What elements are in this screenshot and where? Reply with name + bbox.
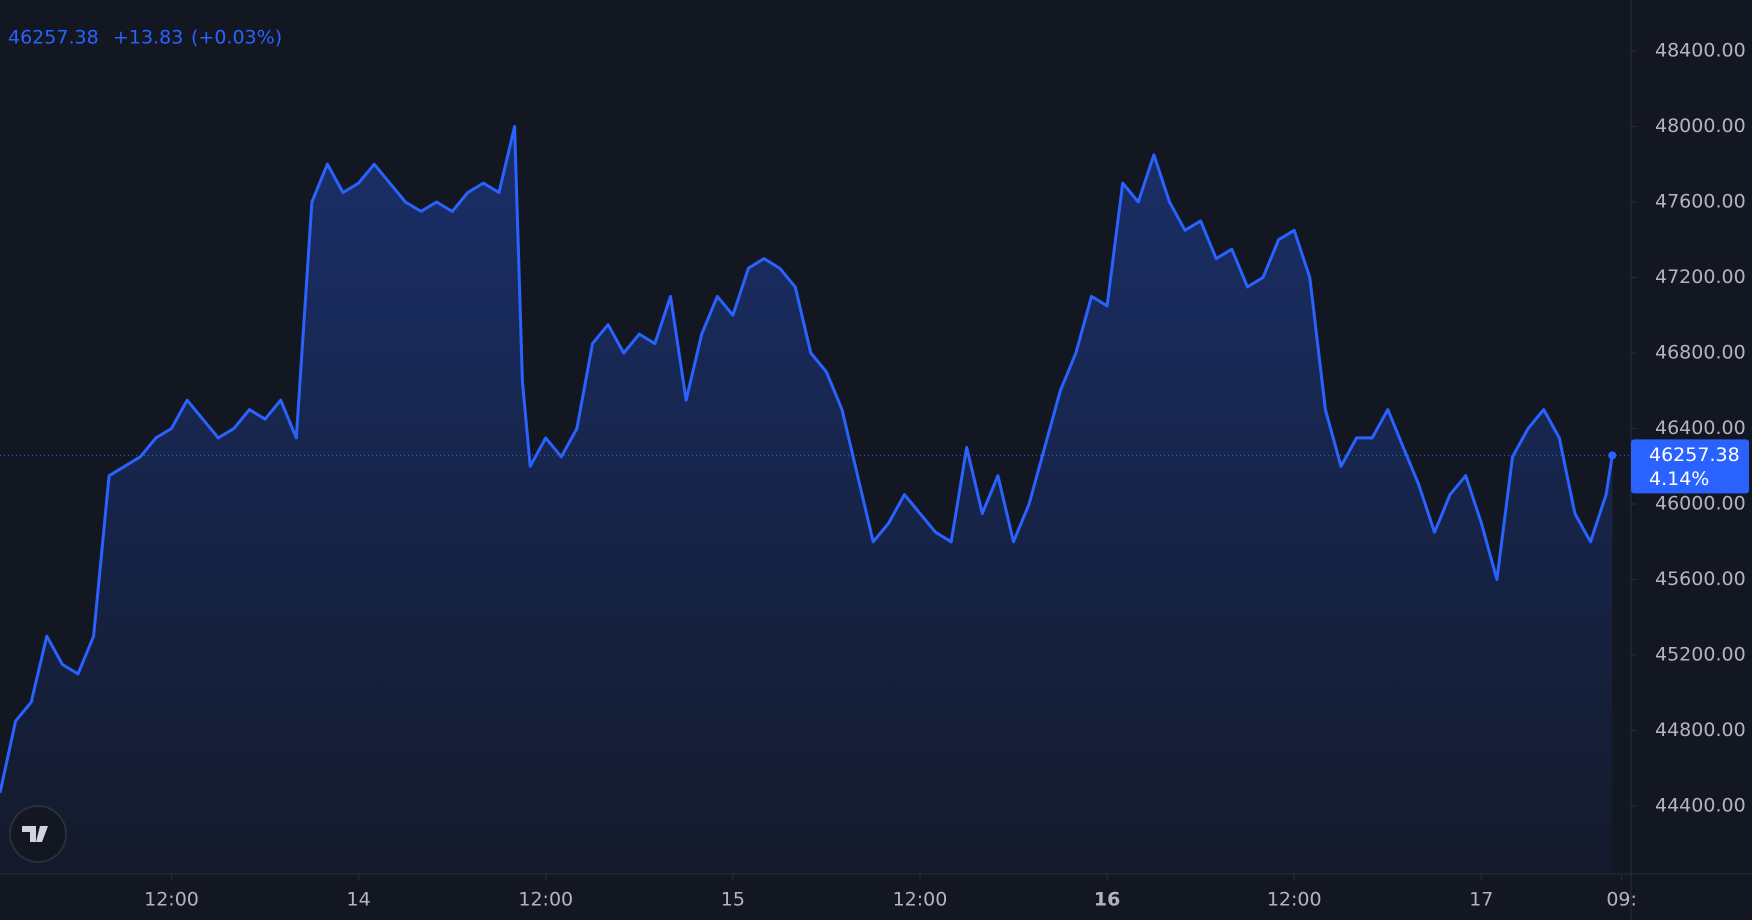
header-change: +13.83 [113, 27, 183, 49]
x-tick-label: 12:00 [144, 889, 199, 911]
y-tick-label: 46400.00 [1655, 417, 1746, 439]
x-tick-label: 09: [1606, 889, 1637, 911]
line [0, 125, 1614, 794]
y-tick-label: 48400.00 [1655, 39, 1746, 61]
x-tick-label: 12:00 [518, 889, 573, 911]
x-tick-label: 12:00 [1267, 889, 1322, 911]
x-tick-label: 17 [1469, 889, 1493, 911]
y-tick-label: 47200.00 [1655, 266, 1746, 288]
y-tick-label: 44400.00 [1655, 795, 1746, 817]
y-tick-label: 45600.00 [1655, 568, 1746, 590]
price-label: 46257.38 [1649, 444, 1740, 466]
header-change-percent: (+0.03%) [191, 27, 282, 49]
y-tick-label: 46000.00 [1655, 493, 1746, 515]
area [0, 126, 1613, 874]
logo-mark[interactable] [22, 826, 48, 842]
y-tick-label: 46800.00 [1655, 341, 1746, 363]
y-tick-label: 47600.00 [1655, 190, 1746, 212]
x-tick-label: 14 [347, 889, 371, 911]
x-tick-label: 15 [721, 889, 745, 911]
y-tick-label: 48000.00 [1655, 115, 1746, 137]
x-tick-label: 12:00 [893, 889, 948, 911]
y-tick-label: 44800.00 [1655, 719, 1746, 741]
plot-area [0, 125, 1617, 874]
price-label-box [1631, 439, 1749, 494]
logo[interactable] [9, 805, 67, 863]
y-tick-label: 45200.00 [1655, 644, 1746, 666]
percent-label: 4.14% [1649, 468, 1709, 490]
header-price: 46257.38 [8, 27, 99, 49]
x-tick-label: 16 [1094, 889, 1120, 911]
